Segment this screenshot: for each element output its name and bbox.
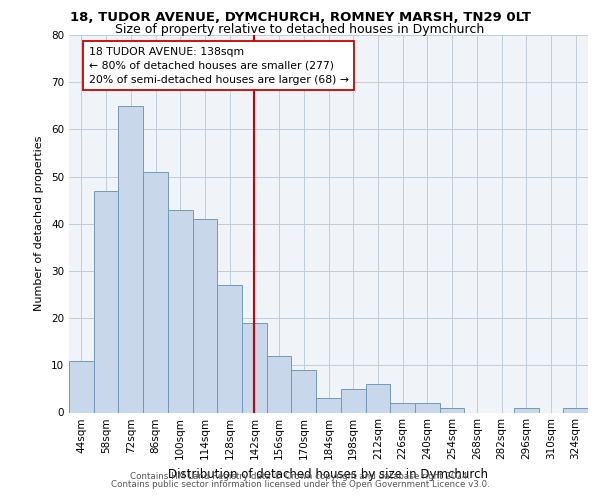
Text: Contains public sector information licensed under the Open Government Licence v3: Contains public sector information licen…	[110, 480, 490, 489]
Text: Size of property relative to detached houses in Dymchurch: Size of property relative to detached ho…	[115, 22, 485, 36]
Bar	[440, 408, 464, 412]
Bar	[168, 210, 193, 412]
Bar	[217, 285, 242, 412]
Bar	[94, 190, 118, 412]
Bar	[69, 360, 94, 412]
X-axis label: Distribution of detached houses by size in Dymchurch: Distribution of detached houses by size …	[169, 468, 488, 481]
Bar	[316, 398, 341, 412]
Bar	[292, 370, 316, 412]
Bar	[193, 219, 217, 412]
Bar	[143, 172, 168, 412]
Bar	[267, 356, 292, 412]
Bar	[118, 106, 143, 412]
Bar	[415, 403, 440, 412]
Bar	[563, 408, 588, 412]
Bar	[514, 408, 539, 412]
Text: 18 TUDOR AVENUE: 138sqm
← 80% of detached houses are smaller (277)
20% of semi-d: 18 TUDOR AVENUE: 138sqm ← 80% of detache…	[89, 47, 349, 85]
Y-axis label: Number of detached properties: Number of detached properties	[34, 136, 44, 312]
Bar	[365, 384, 390, 412]
Bar	[390, 403, 415, 412]
Bar	[341, 389, 365, 412]
Text: 18, TUDOR AVENUE, DYMCHURCH, ROMNEY MARSH, TN29 0LT: 18, TUDOR AVENUE, DYMCHURCH, ROMNEY MARS…	[70, 11, 530, 24]
Text: Contains HM Land Registry data © Crown copyright and database right 2024.: Contains HM Land Registry data © Crown c…	[130, 472, 470, 481]
Bar	[242, 323, 267, 412]
